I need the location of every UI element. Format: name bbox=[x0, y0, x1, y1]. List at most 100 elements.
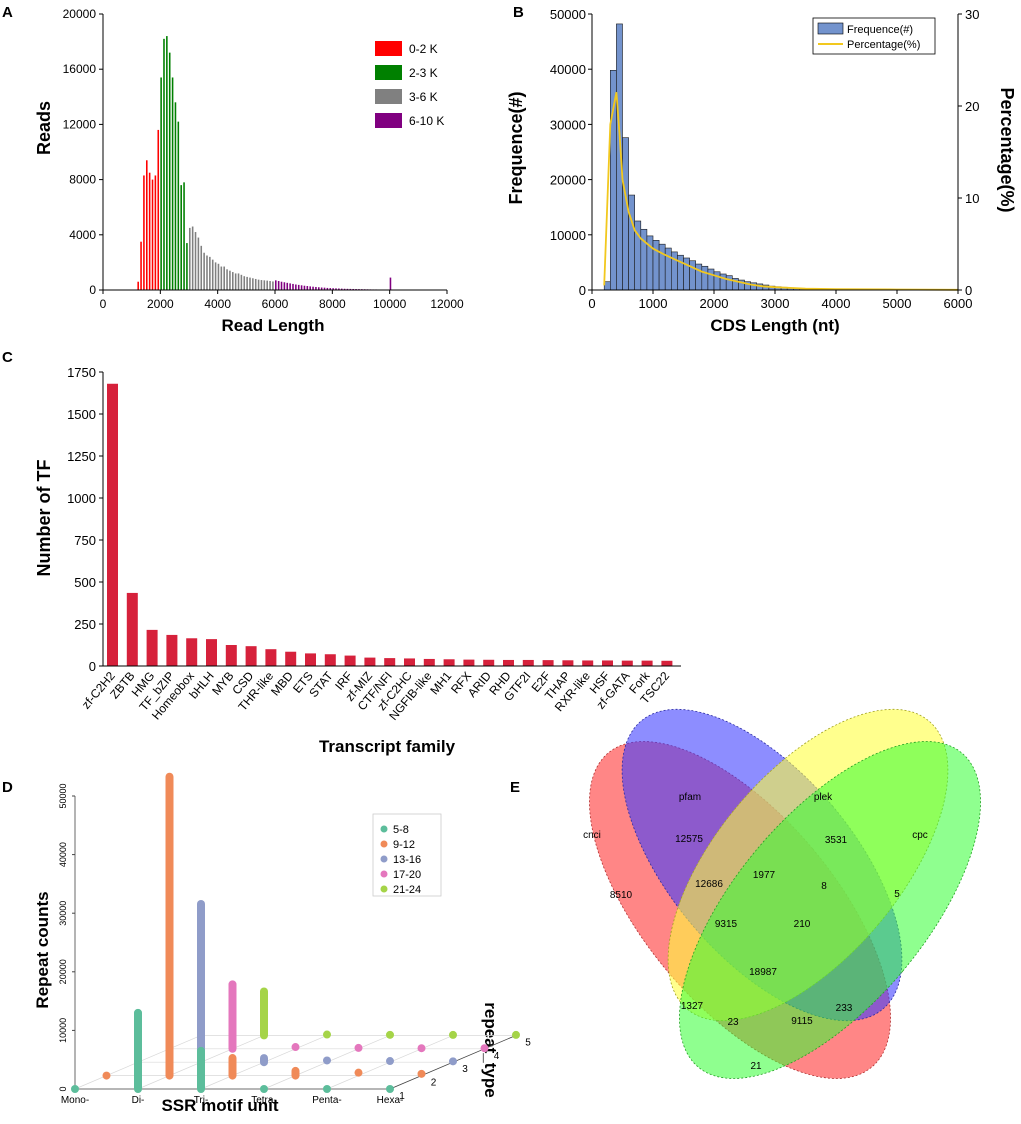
panel-a-bar bbox=[229, 270, 231, 290]
panel-c-bar bbox=[641, 660, 653, 666]
panel-d-x-tick-label: Penta- bbox=[312, 1095, 341, 1106]
panel-b-x-tick-label: 0 bbox=[588, 296, 595, 311]
panel-c-bar bbox=[602, 660, 613, 666]
panel-b-x-tick-label: 6000 bbox=[944, 296, 973, 311]
panel-a-x-tick-label: 8000 bbox=[319, 297, 346, 311]
venn-region-all: 18987 bbox=[749, 967, 777, 978]
legend-a-label-1: 2-3 K bbox=[409, 66, 438, 80]
legend-d-label-4: 21-24 bbox=[393, 884, 421, 896]
panel-label-b: B bbox=[513, 4, 524, 21]
panel-c-bar bbox=[305, 653, 316, 666]
legend-a-swatch-1 bbox=[375, 65, 402, 80]
panel-d-point bbox=[512, 1030, 520, 1039]
panel-a-bar bbox=[220, 266, 223, 290]
venn-region-plek-cpc: 8 bbox=[821, 881, 827, 892]
panel-a-bar bbox=[211, 259, 214, 290]
panel-a-bar bbox=[140, 241, 142, 290]
legend-d-swatch-2 bbox=[380, 855, 388, 863]
panel-c-bar bbox=[621, 660, 633, 666]
panel-d-point bbox=[323, 1056, 331, 1065]
venn-set-label-cpc: cpc bbox=[912, 830, 928, 841]
panel-c-bars bbox=[107, 383, 673, 666]
panel-b-bar bbox=[701, 265, 709, 291]
venn-region-values: 8510 12575 3531 5 12686 1977 8 9315 210 … bbox=[610, 834, 900, 1072]
venn-region-cnci-cpc: 21 bbox=[750, 1061, 762, 1072]
panel-a-bar bbox=[315, 286, 317, 290]
panel-a-bar bbox=[329, 288, 332, 290]
venn-region-pfam-cpc: 233 bbox=[836, 1003, 853, 1014]
panel-b-y-ticks: 0 10000 20000 30000 40000 50000 bbox=[550, 7, 592, 298]
panel-c-bar bbox=[324, 654, 336, 666]
panel-c-y-tick-label: 500 bbox=[74, 575, 96, 590]
panel-c-y-tick-label: 1000 bbox=[67, 491, 96, 506]
legend-d-label-3: 17-20 bbox=[393, 869, 421, 881]
panel-a-bar bbox=[335, 288, 337, 290]
panel-a-bar bbox=[326, 287, 329, 290]
legend-d-label-0: 5-8 bbox=[393, 824, 409, 836]
panel-a-bar bbox=[143, 175, 145, 290]
panel-c-x-axis-label: Transcript family bbox=[319, 737, 456, 756]
panel-c-y-tick-label: 1750 bbox=[67, 365, 96, 380]
panel-d-legend: 5-8 9-12 13-16 17-20 21-24 bbox=[372, 813, 442, 897]
panel-b-y2-tick-label: 20 bbox=[965, 99, 979, 114]
panel-d-point bbox=[449, 1057, 457, 1066]
legend-d-label-1: 9-12 bbox=[393, 839, 415, 851]
panel-a-bar bbox=[312, 286, 314, 290]
panel-d-z-ticks: 1 2 3 4 5 bbox=[399, 1037, 531, 1102]
panel-d-point bbox=[386, 1030, 394, 1039]
panel-b-y2-axis-label: Percentage(%) bbox=[997, 87, 1017, 212]
panel-d-point bbox=[480, 1044, 489, 1053]
panel-d-point bbox=[291, 1043, 300, 1052]
panel-b-y-tick-label: 40000 bbox=[550, 62, 586, 77]
panel-a-bar bbox=[226, 269, 228, 290]
venn-region-cnci-pfam-plek: 9315 bbox=[715, 919, 738, 930]
panel-b-x-tick-label: 5000 bbox=[883, 296, 912, 311]
panel-a-y-tick-label: 12000 bbox=[63, 117, 97, 131]
panel-d-z-tick-label: 1 bbox=[399, 1091, 405, 1102]
panel-d-point bbox=[323, 1085, 331, 1093]
panel-a-legend: 0-2 K 2-3 K 3-6 K 6-10 K bbox=[375, 41, 444, 128]
panel-a: A Reads Read Length 0 2000 4000 6000 8000 100… bbox=[2, 4, 464, 335]
panel-a-bar bbox=[266, 280, 268, 290]
legend-b-label-1: Percentage(%) bbox=[847, 39, 920, 51]
panel-c-bar bbox=[463, 659, 475, 666]
panel-label-e: E bbox=[510, 779, 520, 796]
panel-c-bar bbox=[265, 649, 277, 666]
panel-a-bar bbox=[148, 172, 151, 290]
panel-d-y-tick-label: 0 bbox=[58, 1086, 68, 1091]
venn-ellipse-cpc bbox=[679, 741, 981, 1079]
panel-a-bar bbox=[154, 175, 157, 290]
panel-a-bar bbox=[306, 285, 309, 290]
panel-a-bar bbox=[263, 280, 266, 290]
legend-a-label-2: 3-6 K bbox=[409, 90, 438, 104]
panel-a-bar bbox=[237, 273, 240, 290]
panel-a-bar bbox=[223, 266, 225, 290]
legend-d-swatch-1 bbox=[380, 840, 388, 848]
panel-a-bar bbox=[283, 282, 286, 290]
panel-a-bar bbox=[160, 77, 162, 290]
panel-a-bar bbox=[254, 278, 257, 290]
panel-a-bar bbox=[232, 272, 234, 290]
panel-b-y2-ticks: 0 10 20 30 bbox=[958, 7, 979, 298]
panel-a-bar bbox=[338, 288, 340, 290]
panel-a-x-axis-label: Read Length bbox=[222, 316, 325, 335]
panel-a-bar bbox=[209, 256, 211, 290]
panel-a-x-tick-label: 6000 bbox=[262, 297, 289, 311]
panel-b-x-tick-label: 1000 bbox=[639, 296, 668, 311]
panel-d-point bbox=[354, 1043, 363, 1052]
panel-c-bar bbox=[562, 660, 574, 666]
panel-b-y-tick-label: 0 bbox=[579, 283, 586, 298]
panel-a-bar bbox=[297, 284, 300, 290]
panel-d-bars bbox=[71, 772, 520, 1093]
panel-c-bar bbox=[206, 639, 217, 666]
panel-a-bar bbox=[389, 277, 392, 290]
panel-a-bar bbox=[151, 179, 154, 290]
panel-d-point bbox=[417, 1069, 426, 1078]
panel-a-bar bbox=[352, 288, 354, 290]
panel-a-bar bbox=[295, 284, 297, 290]
panel-c-bar bbox=[404, 658, 415, 666]
panel-b-y-tick-label: 20000 bbox=[550, 173, 586, 188]
panel-a-bar bbox=[252, 278, 254, 290]
panel-b-y2-tick-label: 30 bbox=[965, 7, 979, 22]
